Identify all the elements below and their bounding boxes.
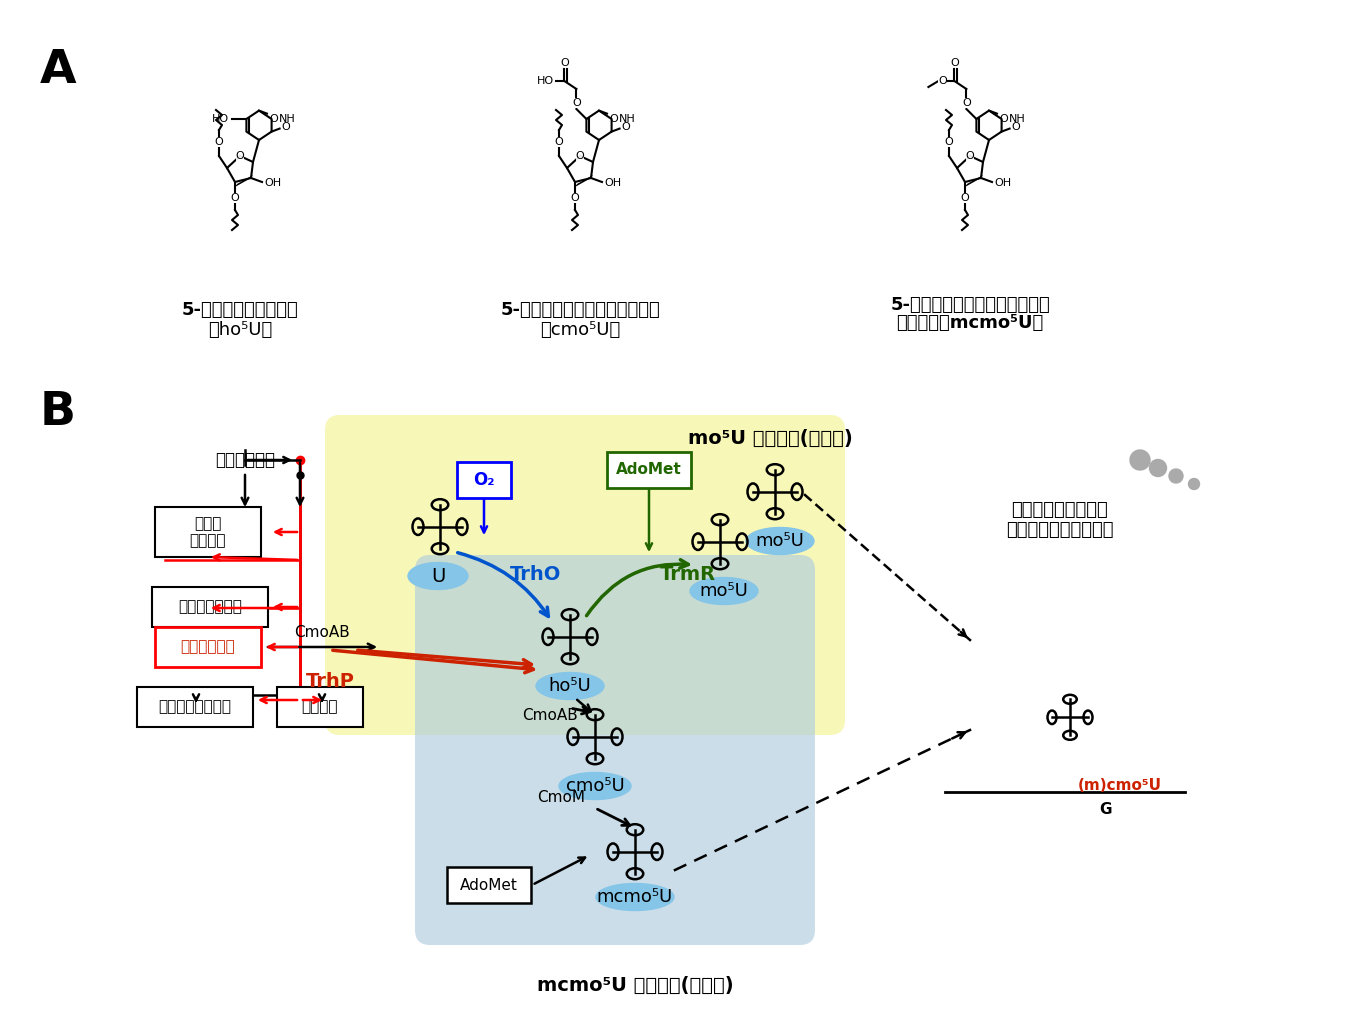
- FancyBboxPatch shape: [325, 415, 845, 735]
- Text: cmo⁵U: cmo⁵U: [565, 777, 624, 795]
- Text: O: O: [950, 58, 958, 68]
- Text: TrhO: TrhO: [511, 565, 561, 585]
- FancyBboxPatch shape: [152, 587, 268, 627]
- Text: ウリジン（mcmo⁵U）: ウリジン（mcmo⁵U）: [897, 314, 1044, 332]
- Circle shape: [1149, 460, 1167, 476]
- Text: mo⁵U: mo⁵U: [699, 582, 748, 600]
- Ellipse shape: [975, 680, 1155, 820]
- Polygon shape: [235, 175, 253, 187]
- Circle shape: [1189, 478, 1200, 489]
- Text: O: O: [945, 137, 953, 147]
- Text: O: O: [999, 114, 1007, 124]
- Text: O: O: [965, 151, 975, 161]
- Text: ho⁵U: ho⁵U: [549, 677, 591, 695]
- Text: HO: HO: [213, 114, 229, 124]
- Text: 5-メトキシカルボニルメトキシ: 5-メトキシカルボニルメトキシ: [890, 296, 1050, 314]
- Ellipse shape: [747, 527, 814, 555]
- Ellipse shape: [597, 884, 674, 910]
- Text: mo⁵U: mo⁵U: [756, 532, 804, 550]
- Text: チロシン: チロシン: [302, 699, 339, 715]
- Circle shape: [1130, 450, 1149, 470]
- Text: NH: NH: [1009, 114, 1025, 124]
- Circle shape: [1168, 469, 1183, 483]
- Text: A: A: [40, 48, 76, 93]
- Text: NH: NH: [278, 114, 295, 124]
- FancyBboxPatch shape: [457, 462, 511, 498]
- FancyBboxPatch shape: [446, 867, 531, 903]
- Text: (m)cmo⁵U: (m)cmo⁵U: [1078, 777, 1162, 793]
- Text: O: O: [962, 98, 971, 108]
- Text: 効率的な遺伝暗号解読: 効率的な遺伝暗号解読: [1006, 521, 1114, 539]
- Ellipse shape: [536, 673, 603, 699]
- Text: O: O: [231, 193, 239, 203]
- Text: OH: OH: [263, 178, 281, 188]
- Ellipse shape: [689, 578, 758, 604]
- Text: （ho⁵U）: （ho⁵U）: [207, 321, 272, 339]
- FancyBboxPatch shape: [156, 507, 261, 557]
- Text: mo⁵U 合成経路(枯草菌): mo⁵U 合成経路(枯草菌): [688, 428, 852, 447]
- Ellipse shape: [408, 562, 468, 590]
- Text: U: U: [431, 566, 445, 586]
- Text: 5-ヒドロキシウリジン: 5-ヒドロキシウリジン: [182, 301, 299, 319]
- Text: CmoAB: CmoAB: [293, 625, 349, 640]
- Text: O: O: [269, 114, 277, 124]
- Text: O: O: [961, 193, 969, 203]
- Text: NH: NH: [618, 114, 635, 124]
- Text: O: O: [281, 122, 291, 132]
- Text: 芳香族
ビタミン: 芳香族 ビタミン: [190, 516, 227, 548]
- Text: 5-カルボキシメトキシウリジン: 5-カルボキシメトキシウリジン: [500, 301, 659, 319]
- Text: O: O: [554, 137, 564, 147]
- Text: O: O: [214, 137, 224, 147]
- Text: mcmo⁵U: mcmo⁵U: [597, 888, 673, 906]
- Text: トリプトファン: トリプトファン: [177, 599, 242, 614]
- Text: フェニルアラニン: フェニルアラニン: [158, 699, 232, 715]
- Text: B: B: [40, 390, 76, 435]
- Text: O: O: [621, 122, 631, 132]
- Text: OH: OH: [994, 178, 1011, 188]
- FancyBboxPatch shape: [277, 687, 363, 727]
- Text: mcmo⁵U 合成経路(大腸菌): mcmo⁵U 合成経路(大腸菌): [536, 976, 733, 994]
- Text: G: G: [1099, 803, 1111, 817]
- FancyBboxPatch shape: [136, 687, 253, 727]
- Text: リボソームにおける: リボソームにおける: [1011, 501, 1108, 519]
- Text: CmoAB: CmoAB: [523, 708, 577, 723]
- Text: O: O: [560, 58, 569, 68]
- FancyBboxPatch shape: [415, 555, 815, 945]
- Ellipse shape: [1016, 635, 1136, 715]
- Text: HO: HO: [538, 76, 554, 86]
- FancyBboxPatch shape: [156, 627, 261, 667]
- Text: CmoM: CmoM: [536, 790, 586, 805]
- Text: O: O: [609, 114, 618, 124]
- Text: シキミ酸経路: シキミ酸経路: [216, 451, 274, 469]
- Text: OH: OH: [603, 178, 621, 188]
- Text: AdoMet: AdoMet: [616, 463, 682, 477]
- Polygon shape: [575, 175, 592, 187]
- Text: AdoMet: AdoMet: [460, 878, 517, 893]
- Text: プレフェン酸: プレフェン酸: [180, 640, 235, 654]
- Text: O: O: [572, 98, 580, 108]
- Text: O: O: [571, 193, 579, 203]
- Text: O: O: [576, 151, 584, 161]
- Text: TrhP: TrhP: [306, 672, 355, 691]
- Text: （cmo⁵U）: （cmo⁵U）: [541, 321, 620, 339]
- Ellipse shape: [560, 772, 631, 800]
- Polygon shape: [965, 175, 983, 187]
- Text: O: O: [938, 76, 947, 86]
- Text: O: O: [236, 151, 244, 161]
- Text: O₂: O₂: [474, 471, 494, 489]
- FancyBboxPatch shape: [607, 452, 691, 488]
- Text: TrmR: TrmR: [661, 565, 717, 585]
- Text: O: O: [1011, 122, 1021, 132]
